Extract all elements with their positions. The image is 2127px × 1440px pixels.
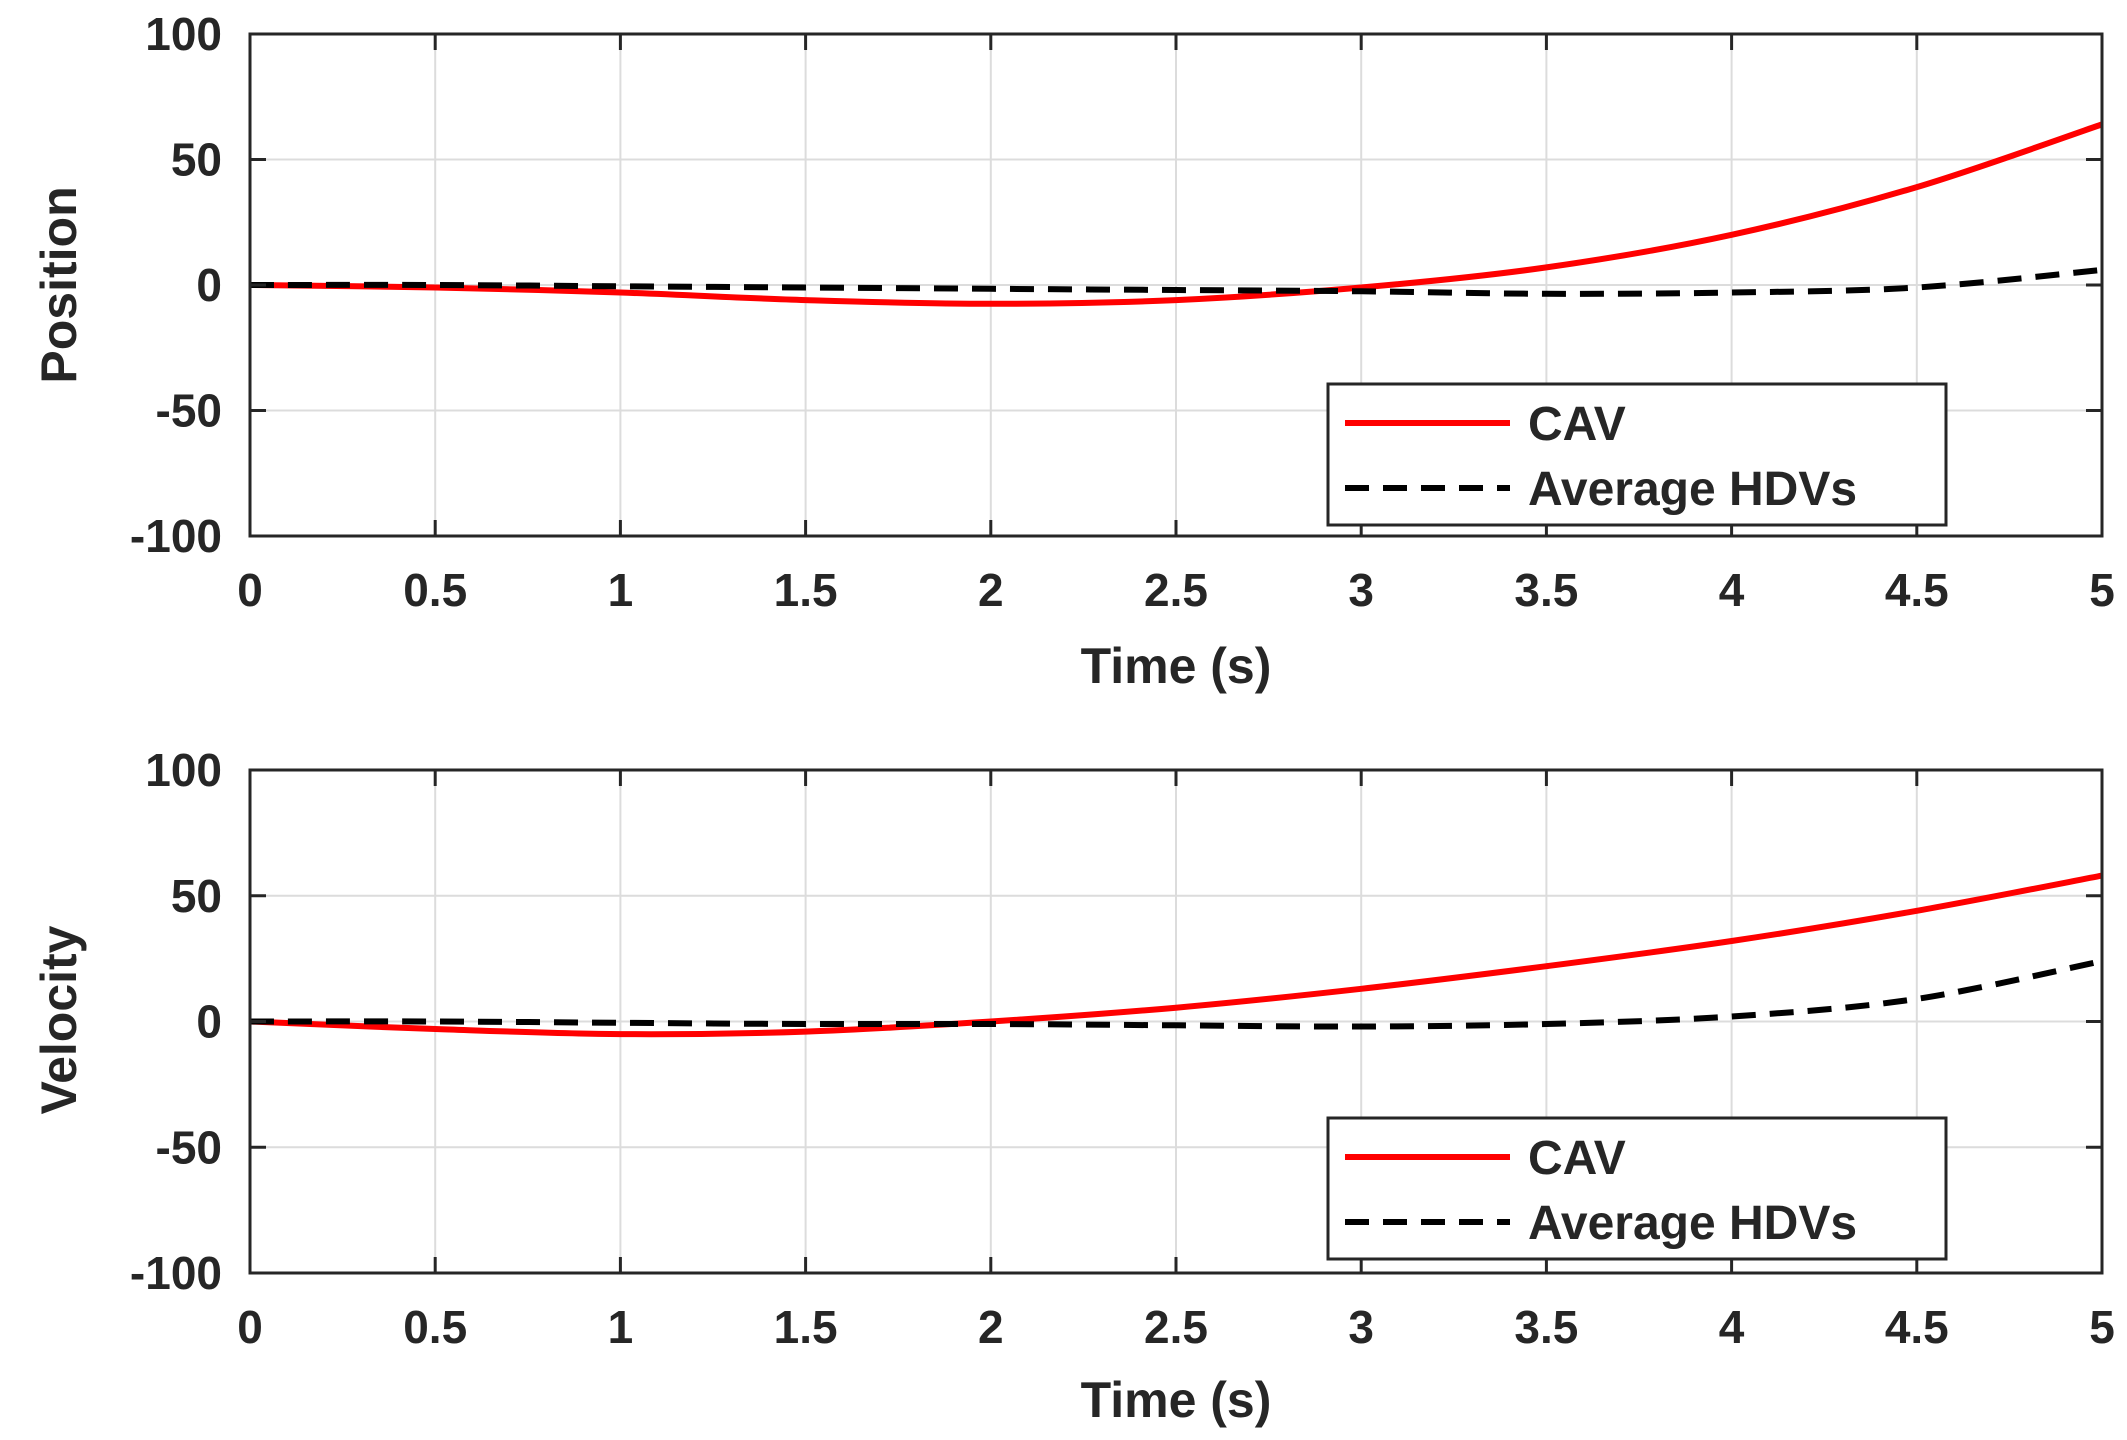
x-tick-label: 0.5 bbox=[403, 1301, 467, 1353]
x-tick-label: 1.5 bbox=[774, 1301, 838, 1353]
y-tick-label: -50 bbox=[156, 1121, 222, 1173]
y-tick-labels: 100 50 0 -50 -100 bbox=[130, 744, 2102, 1299]
series-line-average-hdvs bbox=[249, 266, 2103, 297]
velocity-subplot: 0 0.5 1 1.5 2 2.5 3 3.5 4 4.5 5 100 50 0 -50 -100 Time… bbox=[31, 744, 2115, 1428]
x-tick-label: 2.5 bbox=[1144, 564, 1208, 616]
x-tick-label: 1 bbox=[608, 564, 634, 616]
x-tick-labels: 0 0.5 1 1.5 2 2.5 3 3.5 4 4.5 5 bbox=[237, 770, 2115, 1353]
y-tick-label: 100 bbox=[145, 744, 222, 796]
series-line-average-hdvs bbox=[249, 958, 2103, 1030]
x-tick-label: 5 bbox=[2089, 1301, 2115, 1353]
legend-label-cav: CAV bbox=[1528, 398, 1626, 451]
x-tick-label: 2 bbox=[978, 564, 1004, 616]
x-tick-label: 1 bbox=[608, 1301, 634, 1353]
x-tick-label: 2.5 bbox=[1144, 1301, 1208, 1353]
x-tick-label: 5 bbox=[2089, 564, 2115, 616]
x-tick-label: 4.5 bbox=[1885, 564, 1949, 616]
x-tick-label: 4.5 bbox=[1885, 1301, 1949, 1353]
y-tick-label: 50 bbox=[171, 134, 222, 186]
position-subplot: 0 0.5 1 1.5 2 2.5 3 3.5 4 4.5 5 100 50 0 -50 -100 Time… bbox=[31, 8, 2115, 694]
x-tick-label: 1.5 bbox=[774, 564, 838, 616]
x-tick-label: 4 bbox=[1719, 1301, 1745, 1353]
x-tick-label: 2 bbox=[978, 1301, 1004, 1353]
y-tick-labels: 100 50 0 -50 -100 bbox=[130, 8, 2102, 562]
x-tick-labels: 0 0.5 1 1.5 2 2.5 3 3.5 4 4.5 5 bbox=[237, 34, 2115, 616]
y-tick-label: 0 bbox=[196, 996, 222, 1048]
legend-label-average-hdvs: Average HDVs bbox=[1528, 1197, 1857, 1250]
legend: CAV Average HDVs bbox=[1326, 382, 1948, 527]
x-tick-label: 4 bbox=[1719, 564, 1745, 616]
x-tick-label: 3.5 bbox=[1514, 564, 1578, 616]
legend-label-average-hdvs: Average HDVs bbox=[1528, 463, 1857, 516]
y-tick-label: -100 bbox=[130, 510, 222, 562]
y-tick-label: 50 bbox=[171, 870, 222, 922]
legend-box bbox=[1326, 1116, 1948, 1261]
legend: CAV Average HDVs bbox=[1326, 1116, 1948, 1261]
legend-box bbox=[1326, 382, 1948, 527]
x-tick-label: 0 bbox=[237, 564, 263, 616]
x-tick-label: 0 bbox=[237, 1301, 263, 1353]
y-tick-label: 0 bbox=[196, 259, 222, 311]
x-tick-label: 3 bbox=[1348, 1301, 1374, 1353]
series-lines bbox=[249, 872, 2103, 1038]
series-line-cav bbox=[249, 121, 2103, 307]
x-tick-label: 3.5 bbox=[1514, 1301, 1578, 1353]
y-axis-label: Position bbox=[31, 186, 87, 383]
y-axis-label: Velocity bbox=[31, 925, 87, 1114]
x-tick-label: 3 bbox=[1348, 564, 1374, 616]
series-lines bbox=[249, 121, 2103, 307]
x-axis-label: Time (s) bbox=[1081, 1372, 1272, 1428]
x-axis-label: Time (s) bbox=[1081, 638, 1272, 694]
legend-label-cav: CAV bbox=[1528, 1132, 1626, 1185]
series-line-cav bbox=[249, 872, 2103, 1038]
y-tick-label: 100 bbox=[145, 8, 222, 60]
x-tick-label: 0.5 bbox=[403, 564, 467, 616]
y-tick-label: -50 bbox=[156, 385, 222, 437]
y-tick-label: -100 bbox=[130, 1247, 222, 1299]
